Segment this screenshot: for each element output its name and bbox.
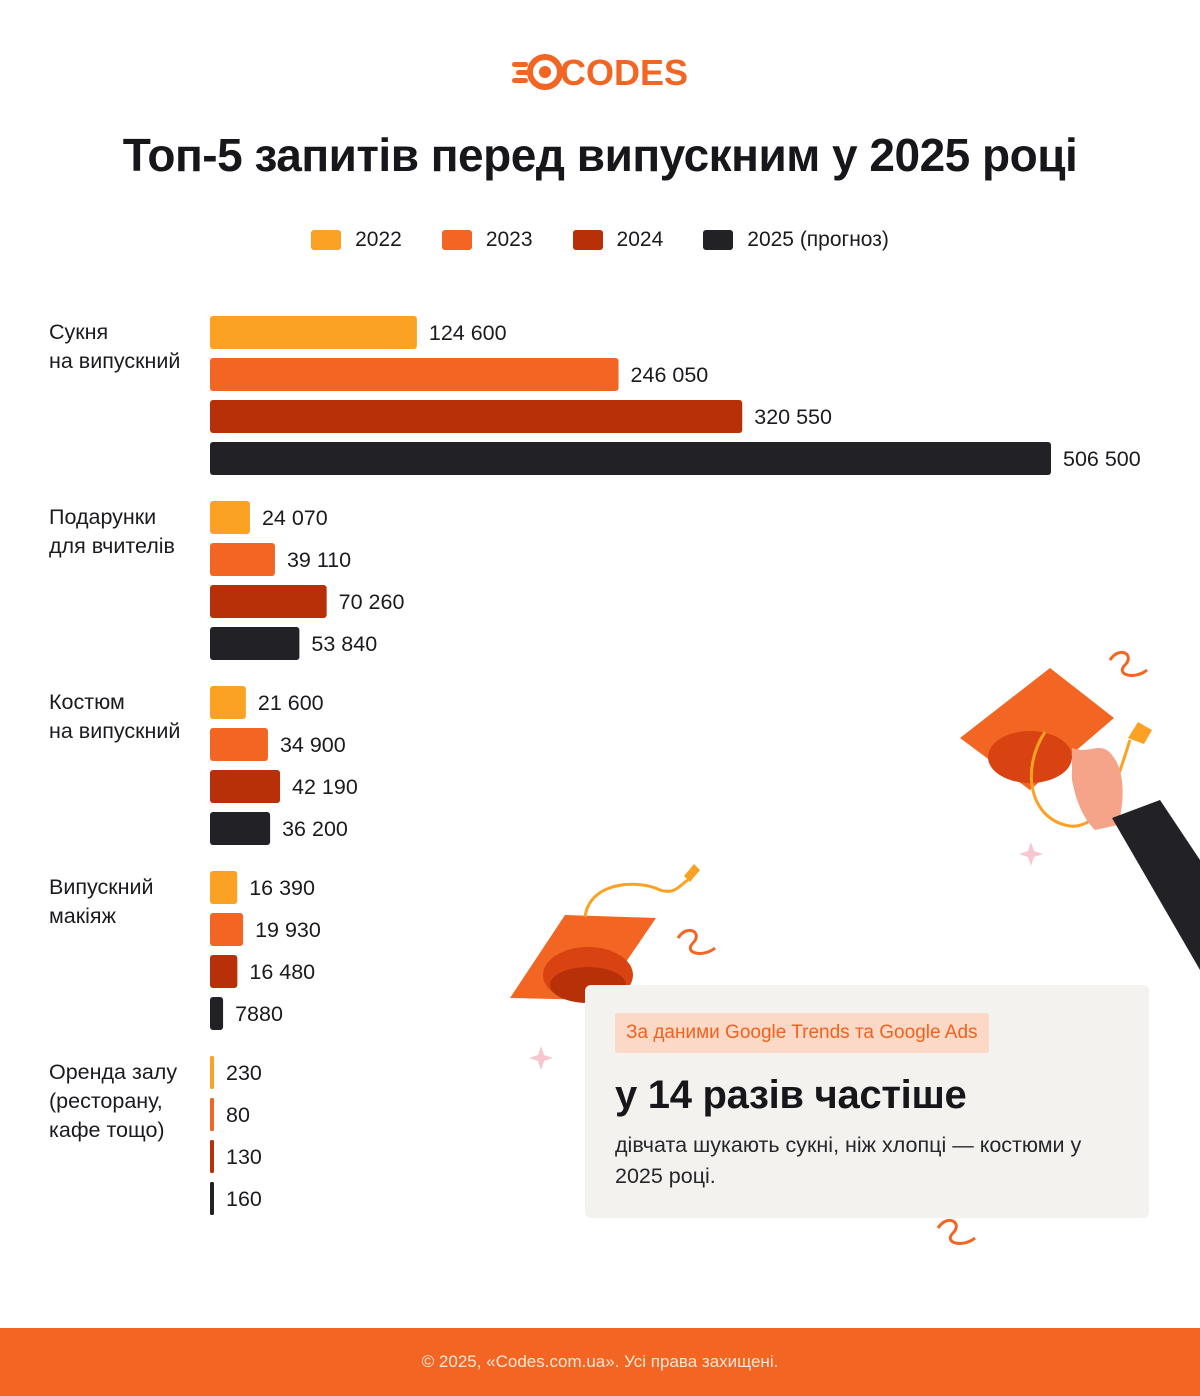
category-label-line: Костюм bbox=[49, 690, 125, 714]
bar bbox=[210, 501, 250, 534]
category-label-line: кафе тощо) bbox=[49, 1118, 165, 1142]
bar bbox=[210, 913, 244, 946]
legend-item: 2025 (прогноз) bbox=[703, 228, 889, 252]
page-title: Топ-5 запитів перед випускним у 2025 роц… bbox=[122, 129, 1078, 181]
logo-ring bbox=[527, 54, 563, 90]
category-label-line: на випускний bbox=[49, 349, 180, 373]
bar-value-label: 246 050 bbox=[631, 363, 709, 387]
category-label-line: (ресторану, bbox=[49, 1089, 163, 1113]
bar bbox=[210, 997, 224, 1030]
callout-text: дівчата шукають сукні, ніж хлопці — кост… bbox=[615, 1133, 1082, 1188]
bar bbox=[210, 728, 268, 761]
bar bbox=[210, 812, 271, 845]
bar-value-label: 53 840 bbox=[311, 632, 377, 656]
legend-label: 2024 bbox=[616, 228, 664, 251]
bar bbox=[210, 627, 300, 660]
bar-value-label: 21 600 bbox=[258, 691, 324, 715]
category-label-line: Подарунки bbox=[49, 505, 156, 529]
bar-value-label: 36 200 bbox=[282, 817, 348, 841]
bar-value-label: 7880 bbox=[235, 1002, 283, 1026]
category-label: Сукня на випускний bbox=[49, 320, 180, 373]
category-label-line: Сукня bbox=[49, 320, 108, 344]
legend-swatch bbox=[311, 230, 342, 250]
sparkle-icon bbox=[529, 1046, 553, 1070]
bar bbox=[210, 1182, 214, 1215]
bar bbox=[210, 871, 238, 904]
source-tag: За даними Google Trends та Google Ads bbox=[615, 1013, 989, 1053]
category-label: Випускний макіяж bbox=[49, 875, 154, 928]
legend-swatch bbox=[703, 230, 734, 250]
legend-label: 2022 bbox=[355, 228, 402, 251]
legend-item: 2024 bbox=[572, 228, 664, 252]
logo-text: CODES bbox=[560, 52, 688, 93]
bar bbox=[210, 1098, 214, 1131]
bar bbox=[210, 1056, 214, 1089]
logo-speed-line bbox=[516, 70, 530, 75]
squiggle-icon bbox=[1108, 650, 1148, 677]
legend-item: 2022 bbox=[311, 228, 402, 252]
callout-headline: у 14 разів частіше bbox=[615, 1073, 967, 1117]
legend-swatch bbox=[441, 230, 472, 250]
bar-value-label: 34 900 bbox=[280, 733, 346, 757]
logo-speed-line bbox=[512, 62, 528, 67]
logo-dot bbox=[539, 66, 551, 78]
bar bbox=[210, 358, 619, 391]
legend-swatch bbox=[572, 230, 603, 250]
category-label-line: для вчителів bbox=[49, 534, 175, 558]
insight-callout: За даними Google Trends та Google Ads у … bbox=[585, 985, 1149, 1218]
category-label: Оренда залу (ресторану, кафе тощо) bbox=[49, 1060, 177, 1142]
bar-chart: Сукня на випускний 124 600 246 050 320 550 50… bbox=[49, 316, 1141, 1215]
codes-logo: CODES bbox=[512, 52, 688, 93]
bar bbox=[210, 1140, 214, 1173]
bar bbox=[210, 543, 275, 576]
chart-legend: 2022 2023 2024 2025 (прогноз) bbox=[0, 228, 1200, 252]
sparkle-icon bbox=[1019, 842, 1043, 866]
category-label-line: на випускний bbox=[49, 719, 180, 743]
bar-value-label: 320 550 bbox=[754, 405, 832, 429]
bar bbox=[210, 316, 417, 349]
bar-value-label: 19 930 bbox=[255, 918, 321, 942]
bar-value-label: 70 260 bbox=[339, 590, 405, 614]
bar-value-label: 506 500 bbox=[1063, 447, 1141, 471]
category-label: Подарунки для вчителів bbox=[49, 505, 175, 558]
bar bbox=[210, 686, 246, 719]
bar-value-label: 39 110 bbox=[287, 548, 351, 572]
bar-value-label: 16 480 bbox=[249, 960, 315, 984]
legend-label: 2025 (прогноз) bbox=[747, 228, 889, 251]
squiggle-icon bbox=[676, 928, 716, 955]
bar-value-label: 80 bbox=[226, 1103, 250, 1127]
category-label: Костюм на випускний bbox=[49, 690, 180, 743]
legend-label: 2023 bbox=[485, 228, 533, 251]
hand-holding-cap-icon bbox=[960, 668, 1200, 970]
bar bbox=[210, 442, 1051, 475]
bar-value-label: 160 bbox=[226, 1187, 262, 1211]
bar bbox=[210, 955, 238, 988]
bar-value-label: 16 390 bbox=[249, 876, 315, 900]
footer: © 2025, «Codes.com.ua». Усі права захище… bbox=[0, 1328, 1200, 1396]
category-label-line: Випускний bbox=[49, 875, 154, 899]
logo-speed-line bbox=[512, 78, 528, 83]
legend-item: 2023 bbox=[441, 228, 533, 252]
graduation-cap-icon bbox=[510, 864, 700, 1003]
logo: CODES bbox=[0, 50, 1200, 99]
bar bbox=[210, 400, 743, 433]
category-label-line: Оренда залу bbox=[49, 1060, 177, 1084]
bar-value-label: 230 bbox=[226, 1061, 262, 1085]
bar bbox=[210, 770, 281, 803]
bar-value-label: 24 070 bbox=[262, 506, 328, 530]
bar-value-label: 124 600 bbox=[429, 321, 507, 345]
bar-value-label: 42 190 bbox=[292, 775, 358, 799]
bar bbox=[210, 585, 327, 618]
category-label-line: макіяж bbox=[49, 904, 117, 928]
bar-value-label: 130 bbox=[226, 1145, 262, 1169]
squiggle-icon bbox=[936, 1218, 976, 1245]
